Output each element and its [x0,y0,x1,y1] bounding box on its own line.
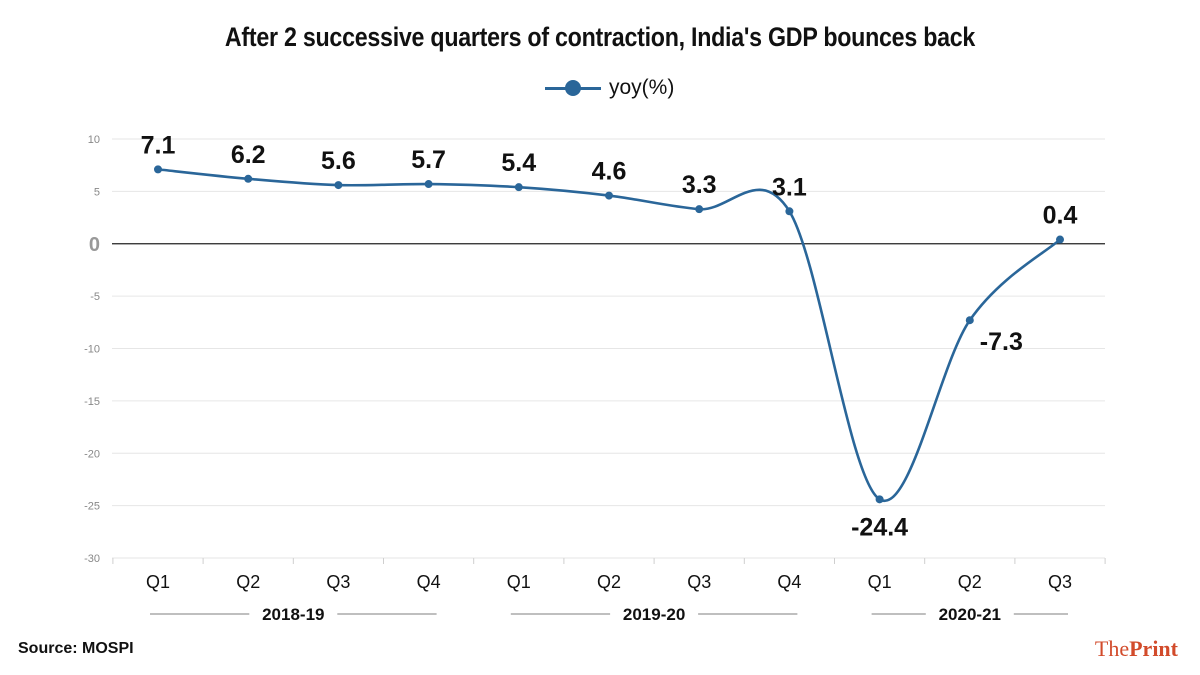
data-label: 6.2 [231,141,266,169]
legend-dot-marker [565,79,581,96]
group-label: 2018-19 [262,605,324,624]
data-point [244,174,253,183]
brand-logo-the: The [1094,636,1130,661]
data-label: 3.3 [682,171,717,199]
x-tick-label: Q1 [507,572,531,592]
y-tick-label: 0 [89,234,100,256]
x-tick-label: Q1 [868,572,892,592]
y-tick-label: -10 [84,344,100,356]
x-tick-label: Q1 [146,572,170,592]
x-tick-label: Q3 [326,572,350,592]
group-label: 2019-20 [623,605,685,624]
x-tick-label: Q3 [687,572,711,592]
y-tick-label: -15 [84,396,100,408]
data-point [424,180,433,189]
y-tick-label: -20 [84,448,100,460]
group-label: 2020-21 [939,605,1001,624]
data-label: 0.4 [1043,202,1078,230]
y-tick-label: -25 [84,501,100,513]
series-line-yoy [157,168,1061,503]
data-point [514,183,523,192]
data-point [334,181,343,190]
y-tick-label: -30 [84,553,100,565]
brand-logo-print: Print [1129,636,1178,661]
data-point [1056,235,1064,244]
data-label: 5.6 [321,147,356,175]
y-tick-label: 5 [94,186,100,198]
x-tick-label: Q2 [958,572,982,592]
data-point [695,205,704,214]
x-tick-label: Q2 [597,572,621,592]
data-label: 3.1 [772,173,807,201]
data-point [875,495,884,504]
legend-label: yoy(%) [609,76,675,99]
legend-line-marker [545,79,601,96]
x-tick-label: Q3 [1048,572,1072,592]
data-label: -7.3 [980,328,1023,356]
chart-title: After 2 successive quarters of contracti… [224,22,976,52]
x-tick-label: Q4 [417,572,441,592]
y-tick-label: 10 [88,134,100,146]
data-point [785,207,794,216]
data-point [605,191,613,200]
legend: yoy(%) [545,76,674,100]
source-note: Source: MOSPI [18,640,134,657]
data-label: -24.4 [851,513,908,541]
data-point [154,165,162,174]
data-point [965,316,974,325]
data-label: 5.7 [411,146,446,174]
brand-logo: ThePrint [1095,636,1178,662]
y-tick-label: -5 [90,291,100,303]
x-tick-label: Q4 [777,572,801,592]
data-label: 4.6 [592,158,627,186]
data-label: 7.1 [141,131,176,159]
x-tick-label: Q2 [236,572,260,592]
data-label: 5.4 [501,149,536,177]
